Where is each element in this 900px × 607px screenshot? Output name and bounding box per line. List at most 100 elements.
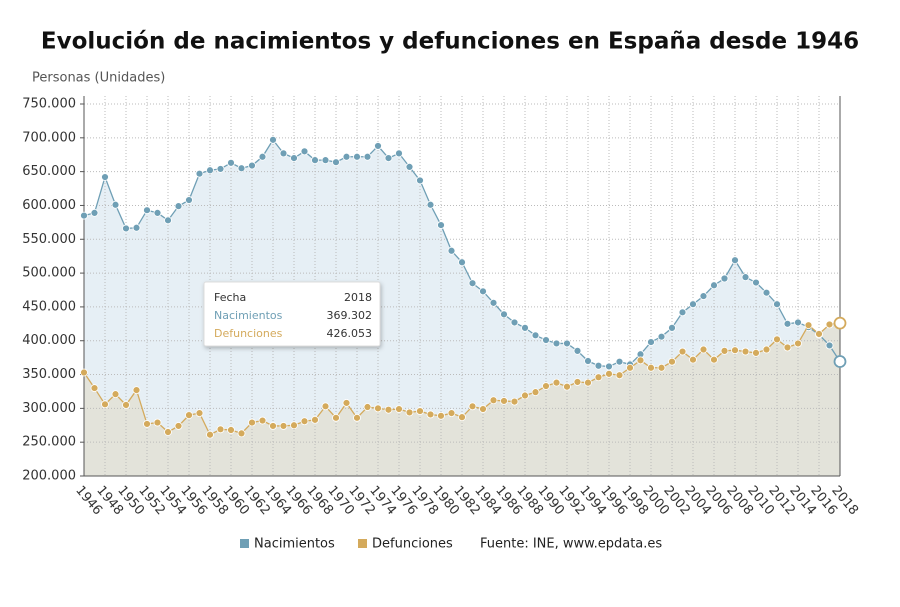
tooltip-series: Nacimientos (214, 309, 283, 322)
y-tick-label: 650.000 (22, 164, 76, 179)
point (111, 200, 120, 209)
point (500, 310, 508, 319)
point (384, 154, 393, 163)
point (657, 363, 666, 372)
point (321, 156, 330, 165)
point (258, 416, 267, 425)
point (573, 346, 582, 355)
y-tick-label: 750.000 (22, 97, 76, 112)
point (363, 152, 372, 161)
point (206, 166, 214, 175)
point (405, 163, 414, 171)
point (489, 396, 498, 405)
point (248, 161, 256, 170)
point (395, 149, 403, 158)
point (447, 246, 456, 255)
y-tick-label: 350.000 (22, 367, 76, 382)
point (584, 357, 592, 365)
point (258, 152, 267, 161)
point (269, 135, 277, 144)
point (563, 382, 571, 391)
legend-label: Defunciones (372, 537, 453, 552)
point (531, 331, 540, 340)
point (762, 345, 771, 354)
point (363, 403, 372, 411)
point (122, 401, 130, 409)
point (552, 378, 561, 387)
point (405, 408, 414, 417)
point (815, 330, 823, 338)
tooltip-header: Fecha (214, 291, 246, 304)
point (269, 422, 277, 430)
point (752, 278, 760, 287)
point (185, 411, 193, 420)
point (195, 409, 204, 417)
point (174, 202, 183, 211)
point (332, 413, 340, 422)
point (731, 346, 739, 355)
y-tick-label: 400.000 (22, 333, 76, 348)
point (153, 418, 162, 427)
point (80, 368, 88, 377)
point (311, 156, 319, 165)
y-tick-label: 450.000 (22, 299, 76, 314)
point (132, 223, 141, 232)
point (521, 323, 529, 332)
point (143, 206, 151, 215)
point (122, 224, 130, 233)
point (164, 428, 172, 436)
point (689, 300, 697, 309)
point (542, 336, 550, 344)
point (342, 152, 351, 161)
point (311, 415, 319, 424)
point (174, 422, 183, 430)
point (132, 386, 141, 395)
point (437, 411, 445, 420)
point (636, 356, 645, 365)
point (825, 320, 834, 329)
point (227, 426, 235, 434)
point (521, 391, 529, 400)
point (447, 409, 456, 417)
point (563, 339, 571, 348)
point (647, 363, 655, 372)
tooltip: Fecha 2018 Nacimientos 369.302 Defunciones 42… (203, 281, 381, 347)
point (426, 410, 435, 419)
point (825, 341, 834, 350)
point (594, 361, 603, 370)
point (416, 407, 424, 415)
legend-label: Nacimientos (254, 537, 335, 552)
y-tick-label: 550.000 (22, 232, 76, 247)
point (468, 402, 477, 411)
point (458, 258, 466, 267)
y-tick-label: 600.000 (22, 198, 76, 213)
point (510, 397, 519, 406)
point (783, 319, 792, 328)
point (584, 378, 592, 387)
point (699, 345, 708, 354)
point (300, 147, 309, 156)
point (426, 200, 435, 209)
y-tick-label: 200.000 (22, 469, 76, 484)
highlight-point (833, 316, 847, 330)
tooltip-date: 2018 (344, 291, 372, 304)
point (80, 211, 88, 220)
point (185, 196, 193, 204)
point (678, 347, 687, 356)
point (773, 335, 781, 344)
point (741, 273, 750, 282)
point (615, 371, 624, 380)
point (605, 369, 613, 378)
point (290, 421, 298, 430)
point (216, 425, 225, 434)
y-tick-label: 250.000 (22, 435, 76, 450)
point (290, 154, 298, 163)
point (332, 158, 340, 167)
point (783, 343, 792, 352)
point (216, 165, 225, 173)
point (489, 298, 498, 307)
point (384, 405, 393, 414)
tooltip-series: Defunciones (214, 327, 283, 340)
point (647, 338, 655, 346)
point (573, 378, 582, 386)
